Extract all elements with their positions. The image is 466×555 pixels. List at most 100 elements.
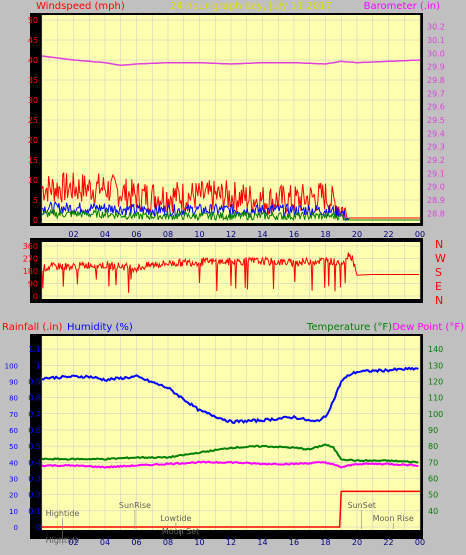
x-tick-label: 12 bbox=[226, 538, 236, 547]
y-tick-label-rain: 0.3 bbox=[28, 474, 41, 483]
dewpoint-axis-label: Dew Point (°F) bbox=[392, 322, 464, 333]
y-tick-label-wind: 10 bbox=[28, 176, 38, 185]
y-tick-label-wind: 45 bbox=[28, 36, 38, 45]
x-tick-label: 08 bbox=[163, 538, 173, 547]
dewpoint-series bbox=[41, 460, 419, 469]
compass-label: E bbox=[435, 280, 442, 293]
graph-title: 24 hour graph day, July 11 2017 bbox=[170, 1, 332, 12]
wind-direction-series bbox=[41, 252, 420, 293]
event-label: SunSet bbox=[348, 501, 376, 510]
temperature-axis-label: Temperature (°F) bbox=[306, 322, 392, 333]
y-tick-label-rain: 0.7 bbox=[28, 410, 41, 419]
temp-hum-rain-panel: Hightide SunRise Lowtide Moon Set SunSet Moon… bbox=[5, 334, 443, 547]
y-tick-label-rain: 0.9 bbox=[28, 377, 41, 386]
y-tick-label-temp: 140 bbox=[428, 345, 443, 354]
x-tick-label: 04 bbox=[100, 230, 110, 239]
y-tick-label-temp: 120 bbox=[428, 377, 443, 386]
y-tick-label-humidity: 40 bbox=[9, 459, 18, 467]
y-tick-label-rain: 0.6 bbox=[28, 426, 41, 435]
y-tick-label-baro: 29.9 bbox=[427, 63, 445, 72]
y-tick-label-wind: 15 bbox=[28, 156, 38, 165]
y-tick-label-baro: 29.1 bbox=[427, 169, 445, 178]
y-tick-label-baro: 29.3 bbox=[427, 143, 445, 152]
x-tick-label: 20 bbox=[352, 538, 362, 547]
y-tick-label-humidity: 70 bbox=[9, 411, 18, 419]
y-tick-label-temp: 130 bbox=[428, 361, 443, 370]
windspeed-axis-label: Windspeed (mph) bbox=[36, 1, 125, 12]
humidity-series bbox=[41, 366, 419, 425]
compass-label: N bbox=[435, 294, 443, 307]
event-label: SunRise bbox=[119, 501, 151, 510]
y-tick-label-wind: 25 bbox=[28, 116, 38, 125]
y-tick-label-humidity: 10 bbox=[9, 508, 18, 516]
y-tick-label-rain: 1 bbox=[36, 361, 41, 370]
y-tick-label-wind: 0 bbox=[33, 216, 38, 225]
rainfall-series bbox=[42, 490, 420, 528]
x-tick-label: 06 bbox=[131, 230, 141, 239]
rainfall-axis-label: Rainfall (.in) bbox=[2, 322, 63, 333]
event-label: Hightide bbox=[46, 536, 80, 545]
y-tick-label-baro: 29.4 bbox=[427, 129, 445, 138]
x-tick-label: 20 bbox=[352, 230, 362, 239]
x-tick-label: 16 bbox=[289, 230, 299, 239]
y-tick-label-baro: 29.2 bbox=[427, 156, 445, 165]
y-tick-label-temp: 80 bbox=[428, 442, 438, 451]
y-tick-label-baro: 29.0 bbox=[427, 183, 445, 192]
y-tick-label-temp: 50 bbox=[428, 491, 438, 500]
event-label: Moon Rise bbox=[373, 514, 414, 523]
y-tick-label-baro: 30.0 bbox=[427, 49, 445, 58]
x-tick-label: 06 bbox=[131, 538, 141, 547]
y-tick-label-direction: 90 bbox=[28, 280, 38, 289]
y-tick-label-wind: 5 bbox=[33, 196, 38, 205]
y-tick-label-direction: 270 bbox=[23, 255, 38, 264]
x-tick-label: 18 bbox=[320, 538, 330, 547]
x-tick-label: 02 bbox=[68, 538, 78, 547]
y-tick-label-baro: 28.8 bbox=[427, 209, 445, 218]
y-tick-label-rain: 1.1 bbox=[28, 345, 41, 354]
y-tick-label-baro: 29.6 bbox=[427, 103, 445, 112]
y-tick-label-baro: 30.2 bbox=[427, 23, 445, 32]
y-tick-label-direction: 180 bbox=[23, 267, 38, 276]
x-tick-label: 08 bbox=[163, 230, 173, 239]
y-tick-label-humidity: 60 bbox=[9, 427, 18, 435]
y-tick-label-rain: 0.5 bbox=[28, 442, 41, 451]
y-tick-label-direction: 360 bbox=[23, 242, 38, 251]
y-tick-label-baro: 30.1 bbox=[427, 36, 445, 45]
x-tick-label: 02 bbox=[68, 230, 78, 239]
y-tick-label-wind: 20 bbox=[28, 136, 38, 145]
y-tick-label-wind: 40 bbox=[28, 56, 38, 65]
event-label: Moon Set bbox=[162, 527, 199, 536]
event-label: Hightide bbox=[46, 509, 80, 518]
event-label: Lowtide bbox=[160, 514, 191, 523]
x-tick-label: 14 bbox=[257, 538, 267, 547]
y-tick-label-humidity: 0 bbox=[14, 524, 18, 532]
y-tick-label-humidity: 20 bbox=[9, 492, 18, 500]
y-tick-label-rain: 0.8 bbox=[28, 394, 41, 403]
y-tick-label-baro: 29.7 bbox=[427, 89, 445, 98]
x-tick-label: 04 bbox=[100, 538, 110, 547]
y-tick-label-rain: 0.2 bbox=[28, 491, 41, 500]
compass-label: W bbox=[435, 252, 446, 265]
y-tick-label-baro: 29.8 bbox=[427, 76, 445, 85]
barometer-series bbox=[41, 55, 421, 67]
humidity-axis-label: Humidity (%) bbox=[67, 322, 133, 333]
x-tick-label: 22 bbox=[383, 230, 393, 239]
y-tick-label-wind: 50 bbox=[28, 16, 38, 25]
x-tick-label: 00 bbox=[415, 230, 425, 239]
y-tick-label-humidity: 90 bbox=[9, 378, 18, 386]
y-tick-label-wind: 30 bbox=[28, 96, 38, 105]
y-tick-label-rain: 0.4 bbox=[28, 458, 41, 467]
wind-low-series bbox=[41, 208, 420, 222]
barometer-axis-label: Barometer (.in) bbox=[364, 1, 440, 12]
y-tick-label-direction: 0 bbox=[33, 292, 38, 301]
wind-baro-panel: 0 5 10 15 20 25 30 35 40 45 50 28.8 28.9 29.0 29.1 29.… bbox=[28, 13, 445, 239]
y-tick-label-temp: 110 bbox=[428, 394, 443, 403]
temperature-series bbox=[41, 443, 419, 464]
y-tick-label-rain: 0 bbox=[36, 523, 41, 532]
wind-direction-panel: 0 90 180 270 360 bbox=[23, 238, 423, 303]
y-tick-label-humidity: 30 bbox=[9, 475, 18, 483]
x-tick-label: 14 bbox=[257, 230, 267, 239]
y-tick-label-humidity: 80 bbox=[9, 395, 18, 403]
x-tick-label: 00 bbox=[415, 538, 425, 547]
